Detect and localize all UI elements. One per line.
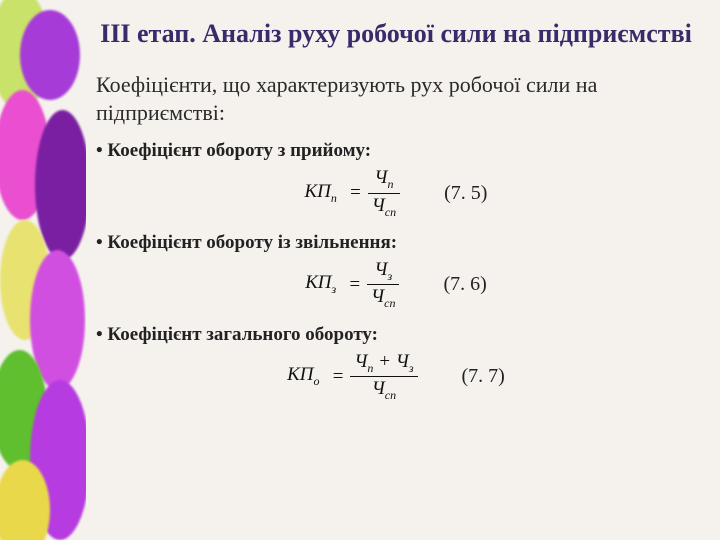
eq3-num2-base: Ч <box>396 351 409 372</box>
equation-1: КПп = Чп Чсп <box>305 168 401 218</box>
eq3-fraction: Чп + Чз Чсп <box>350 352 417 402</box>
equation-row-2: КПз = Чз Чсп (7. 6) <box>96 260 696 310</box>
equation-2: КПз = Чз Чсп <box>305 260 399 310</box>
eq2-den-base: Ч <box>371 286 384 307</box>
decorative-sidebar <box>0 0 86 540</box>
equals-sign: = <box>349 182 362 204</box>
eq3-den-base: Ч <box>372 378 385 399</box>
equation-row-3: КПо = Чп + Чз Чсп (7. 7) <box>96 352 696 402</box>
eq1-den-sub: сп <box>385 204 396 218</box>
eq3-den-sub: сп <box>385 388 396 402</box>
eq1-lhs-sub: п <box>331 190 337 204</box>
slide: ІІІ етап. Аналіз руху робочої сили на пі… <box>0 0 720 540</box>
slide-title: ІІІ етап. Аналіз руху робочої сили на пі… <box>96 18 696 49</box>
equals-sign: = <box>331 366 344 388</box>
equation-2-ref: (7. 6) <box>443 273 486 296</box>
equation-3: КПо = Чп + Чз Чсп <box>287 352 417 402</box>
eq3-plus: + <box>373 351 395 372</box>
eq2-den-sub: сп <box>384 296 395 310</box>
equals-sign: = <box>348 274 361 296</box>
content-area: ІІІ етап. Аналіз руху робочої сили на пі… <box>96 18 696 416</box>
bullet-item-3: • Коефіцієнт загального обороту: <box>96 324 696 346</box>
eq1-fraction: Чп Чсп <box>368 168 400 218</box>
equation-row-1: КПп = Чп Чсп (7. 5) <box>96 168 696 218</box>
eq1-lhs-base: КП <box>305 181 331 202</box>
eq1-num-sub: п <box>387 177 393 191</box>
eq2-lhs-base: КП <box>305 272 331 293</box>
eq2-num-base: Ч <box>374 259 387 280</box>
eq3-lhs-base: КП <box>287 364 313 385</box>
sidebar-blob <box>20 10 80 100</box>
eq2-num-sub: з <box>387 269 392 283</box>
eq1-num-base: Ч <box>374 167 387 188</box>
eq2-fraction: Чз Чсп <box>367 260 399 310</box>
equation-1-ref: (7. 5) <box>444 182 487 205</box>
eq1-den-base: Ч <box>372 195 385 216</box>
bullet-item-1: • Коефіцієнт обороту з прийому: <box>96 140 696 162</box>
bullet-item-2: • Коефіцієнт обороту із звільнення: <box>96 232 696 254</box>
lead-text: Коефіцієнти, що характеризують рух робоч… <box>96 71 696 126</box>
eq3-num1-base: Ч <box>354 351 367 372</box>
equation-3-ref: (7. 7) <box>462 365 505 388</box>
eq3-num2-sub: з <box>409 361 414 375</box>
eq3-lhs-sub: о <box>313 374 319 388</box>
eq2-lhs-sub: з <box>332 282 337 296</box>
